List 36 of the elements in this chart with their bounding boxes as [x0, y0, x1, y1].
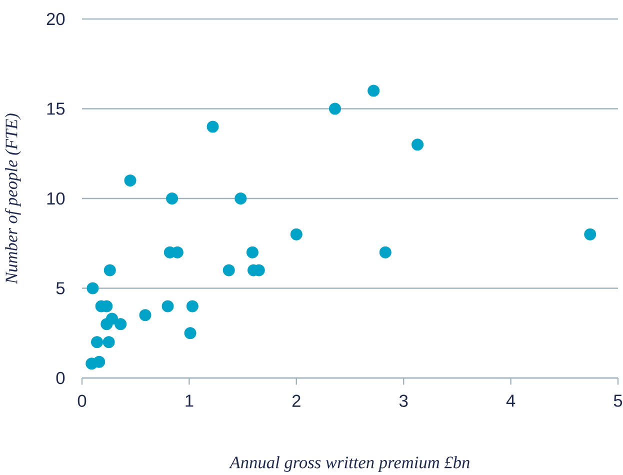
y-axis-title: Number of people (FTE) — [4, 114, 21, 284]
y-tick-label: 15 — [47, 102, 65, 115]
point — [166, 192, 178, 204]
point — [139, 309, 152, 322]
y-tick-label: 0 — [56, 372, 65, 384]
point — [124, 174, 136, 187]
x-axis-title: Annual gross written premium £bn — [228, 456, 470, 472]
x-tick-label: 5 — [614, 394, 622, 407]
point — [162, 300, 174, 312]
point — [86, 282, 99, 294]
y-tick-label: 10 — [47, 192, 65, 205]
point — [379, 246, 392, 258]
point — [106, 312, 118, 325]
point — [412, 138, 424, 151]
point — [246, 246, 258, 258]
x-tick-label: 0 — [78, 394, 86, 407]
point — [114, 318, 127, 330]
x-tick-label: 1 — [186, 394, 194, 407]
point — [184, 327, 196, 340]
y-tick-label: 20 — [46, 12, 65, 26]
point — [93, 356, 106, 368]
point — [368, 84, 380, 97]
point — [234, 192, 247, 204]
y-tick-label: 5 — [56, 282, 65, 294]
point — [186, 300, 198, 312]
point — [206, 120, 219, 133]
point — [328, 102, 341, 115]
point — [91, 336, 104, 348]
x-tick-label: 2 — [292, 394, 300, 407]
point — [584, 228, 596, 240]
point — [102, 336, 115, 348]
point — [222, 264, 235, 276]
point — [104, 264, 116, 276]
x-tick-label: 4 — [506, 394, 516, 407]
x-tick-label: 3 — [399, 394, 408, 407]
point — [290, 228, 302, 240]
